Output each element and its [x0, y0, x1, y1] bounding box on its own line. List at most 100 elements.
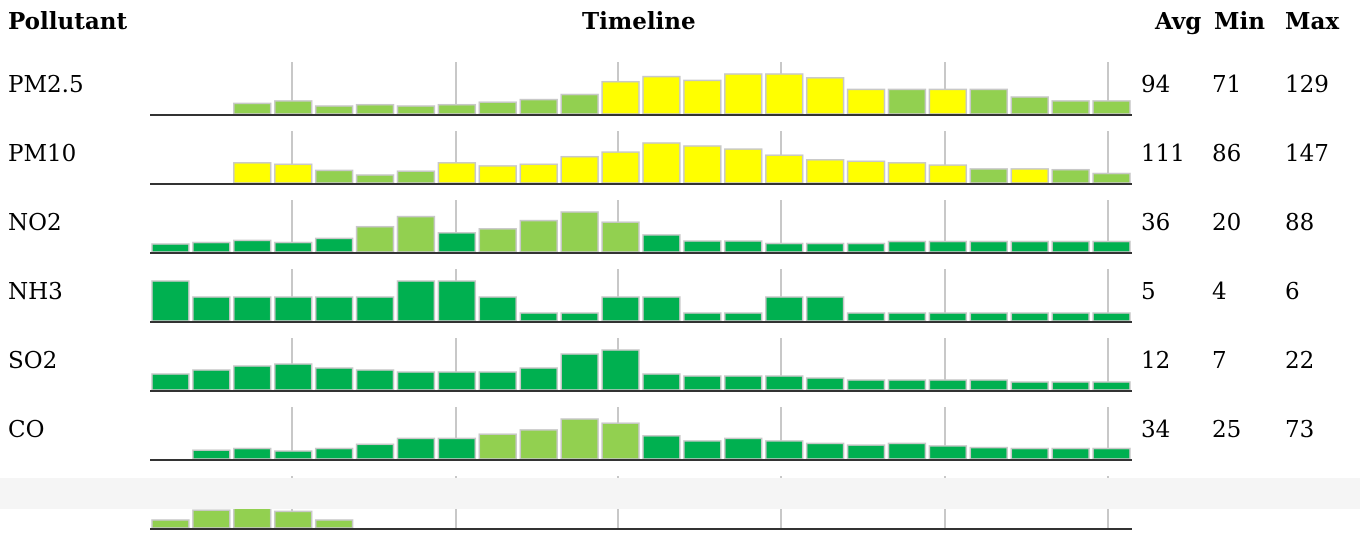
timeline-bar	[396, 371, 436, 391]
max-value: 147	[1285, 141, 1329, 167]
timeline-bar	[601, 349, 640, 391]
timeline-bar	[1051, 312, 1090, 322]
timeline-bar	[765, 296, 804, 322]
timeline-bar	[928, 445, 968, 460]
timeline-bar	[724, 148, 763, 184]
timeline-bar	[1010, 447, 1049, 460]
timeline-bar	[192, 241, 231, 253]
timeline-bar	[355, 103, 395, 115]
timeline-bar	[192, 449, 231, 460]
pollutant-row: NO2 36 20 88	[0, 200, 1360, 280]
timeline-bar	[151, 243, 190, 253]
timeline-bar	[765, 242, 804, 253]
timeline-bar	[233, 102, 272, 115]
timeline-bar	[724, 73, 763, 115]
pollutant-name: PM10	[8, 141, 77, 167]
pollutant-row: NH3 5 4 6	[0, 269, 1360, 349]
timeline-bar	[1092, 381, 1131, 391]
timeline-bar	[805, 242, 845, 253]
timeline-bar	[805, 442, 845, 460]
timeline-bar	[601, 151, 640, 184]
timeline-bar	[355, 225, 395, 253]
timeline-bar	[1051, 381, 1090, 391]
timeline-bar	[846, 160, 886, 184]
timeline-bar	[601, 296, 640, 322]
timeline-bar	[233, 239, 272, 253]
timeline-bar	[478, 101, 517, 115]
timeline-bar	[1051, 447, 1090, 460]
timeline-bar	[233, 365, 272, 391]
timeline-bar	[887, 88, 927, 115]
timeline-bar	[314, 169, 354, 184]
timeline-bar	[765, 440, 804, 460]
timeline-bar	[765, 73, 804, 115]
timeline-bar	[887, 162, 927, 184]
timeline-bar	[314, 447, 354, 460]
timeline-bar	[887, 379, 927, 391]
timeline-bar	[1051, 100, 1090, 115]
timeline-bar	[274, 450, 313, 460]
timeline-bar	[1010, 381, 1049, 391]
max-value: 6	[1285, 279, 1300, 305]
timeline-bar	[1092, 312, 1131, 322]
timeline-bar	[1010, 240, 1049, 253]
timeline-bar	[887, 442, 927, 460]
timeline-bar	[928, 240, 968, 253]
timeline-bar	[437, 437, 477, 460]
timeline-bar	[560, 93, 599, 115]
timeline-bar	[314, 519, 354, 529]
timeline-bar	[274, 163, 313, 184]
timeline-bar	[969, 379, 1008, 391]
timeline-sparkline	[150, 62, 1132, 116]
timeline-bar	[396, 437, 436, 460]
timeline-bar	[314, 105, 354, 115]
max-value: 88	[1285, 210, 1315, 236]
timeline-bar	[437, 280, 477, 322]
timeline-bar	[314, 296, 354, 322]
avg-value: 5	[1141, 279, 1156, 305]
timeline-bar	[969, 88, 1008, 115]
timeline-bar	[683, 312, 722, 322]
timeline-bar	[274, 510, 313, 529]
timeline-sparkline	[150, 200, 1132, 254]
timeline-sparkline	[150, 407, 1132, 461]
timeline-bar	[1092, 240, 1131, 253]
timeline-bar	[519, 429, 558, 460]
timeline-bar	[969, 312, 1008, 322]
header-pollutant: Pollutant	[8, 8, 128, 35]
pollutant-row: CO 34 25 73	[0, 407, 1360, 487]
min-value: 71	[1212, 72, 1242, 98]
timeline-bar	[314, 237, 354, 253]
timeline-bar	[519, 312, 558, 322]
timeline-bar	[724, 312, 763, 322]
timeline-bar	[233, 162, 272, 184]
timeline-bar	[887, 312, 927, 322]
timeline-bar	[846, 444, 886, 460]
min-value: 86	[1212, 141, 1242, 167]
pollutant-row: PM10 111 86 147	[0, 131, 1360, 211]
timeline-bar	[642, 296, 681, 322]
timeline-bar	[274, 296, 313, 322]
timeline-bar	[519, 367, 558, 391]
timeline-bar	[724, 437, 763, 460]
timeline-bar	[355, 369, 395, 391]
timeline-bar	[805, 377, 845, 391]
timeline-bar	[560, 418, 599, 460]
timeline-bar	[314, 367, 354, 391]
timeline-bar	[642, 234, 681, 253]
min-value: 25	[1212, 417, 1242, 443]
timeline-bar	[355, 174, 395, 184]
timeline-bar	[560, 353, 599, 391]
timeline-bar	[601, 221, 640, 253]
min-value: 7	[1212, 348, 1227, 374]
avg-value: 34	[1141, 417, 1171, 443]
timeline-bar	[151, 519, 190, 529]
timeline-bar	[478, 296, 517, 322]
timeline-bar	[151, 280, 190, 322]
timeline-bar	[765, 375, 804, 391]
timeline-bar	[846, 88, 886, 115]
timeline-bar	[1051, 168, 1090, 184]
avg-value: 36	[1141, 210, 1171, 236]
avg-value: 111	[1141, 141, 1185, 167]
avg-value: 12	[1141, 348, 1171, 374]
